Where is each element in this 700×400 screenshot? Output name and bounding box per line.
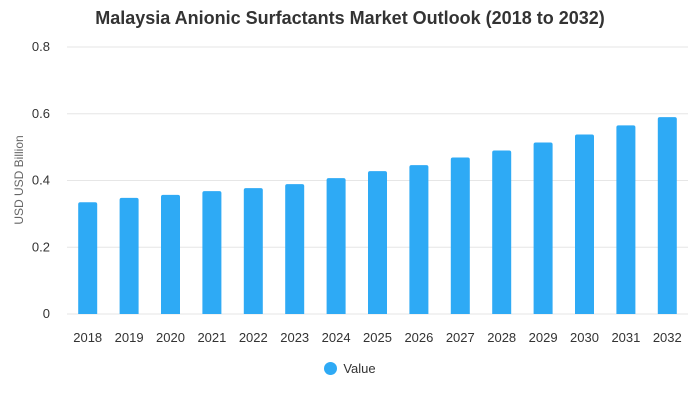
bar[interactable] <box>533 142 553 314</box>
y-tick-label: 0.8 <box>32 39 50 54</box>
bar[interactable] <box>616 125 636 315</box>
bar[interactable] <box>285 184 305 314</box>
x-tick-label: 2026 <box>404 330 433 345</box>
bar[interactable] <box>161 194 180 314</box>
bar[interactable] <box>368 171 387 314</box>
y-tick-label: 0 <box>43 306 50 321</box>
legend-swatch <box>324 362 338 375</box>
y-tick-label: 0.6 <box>32 106 50 121</box>
x-tick-label: 2021 <box>197 330 226 345</box>
x-tick-label: 2022 <box>239 330 268 345</box>
x-tick-label: 2029 <box>529 330 558 345</box>
x-tick-label: 2025 <box>363 330 392 345</box>
bar[interactable] <box>202 191 222 314</box>
bar[interactable] <box>575 134 594 314</box>
bar[interactable] <box>119 197 139 314</box>
x-tick-label: 2030 <box>570 330 599 345</box>
x-tick-label: 2018 <box>73 330 102 345</box>
x-tick-label: 2024 <box>322 330 351 345</box>
y-tick-label: 0.2 <box>32 239 50 254</box>
x-tick-label: 2028 <box>487 330 516 345</box>
x-axis: 2018 2019 2020 2021 2022 2023 2024 2025 2026 2027… <box>73 330 682 345</box>
bars <box>78 117 677 315</box>
y-tick-label: 0.4 <box>32 173 50 188</box>
x-tick-label: 2031 <box>611 330 640 345</box>
bar[interactable] <box>78 202 98 314</box>
bar[interactable] <box>409 165 429 314</box>
legend-label: Value <box>343 361 376 376</box>
bar[interactable] <box>657 117 677 315</box>
bar[interactable] <box>492 150 512 314</box>
bar[interactable] <box>450 157 470 314</box>
bar[interactable] <box>243 188 263 314</box>
x-tick-label: 2023 <box>280 330 309 345</box>
x-tick-label: 2027 <box>446 330 475 345</box>
chart-title: Malaysia Anionic Surfactants Market Outl… <box>95 8 605 28</box>
legend[interactable]: Value <box>0 361 700 376</box>
y-axis: 0 0.2 0.4 0.6 0.8 <box>32 39 50 321</box>
bar[interactable] <box>326 178 346 314</box>
x-tick-label: 2032 <box>653 330 682 345</box>
y-axis-title: USD USD Billion <box>12 135 26 224</box>
x-tick-label: 2019 <box>115 330 144 345</box>
x-tick-label: 2020 <box>156 330 185 345</box>
